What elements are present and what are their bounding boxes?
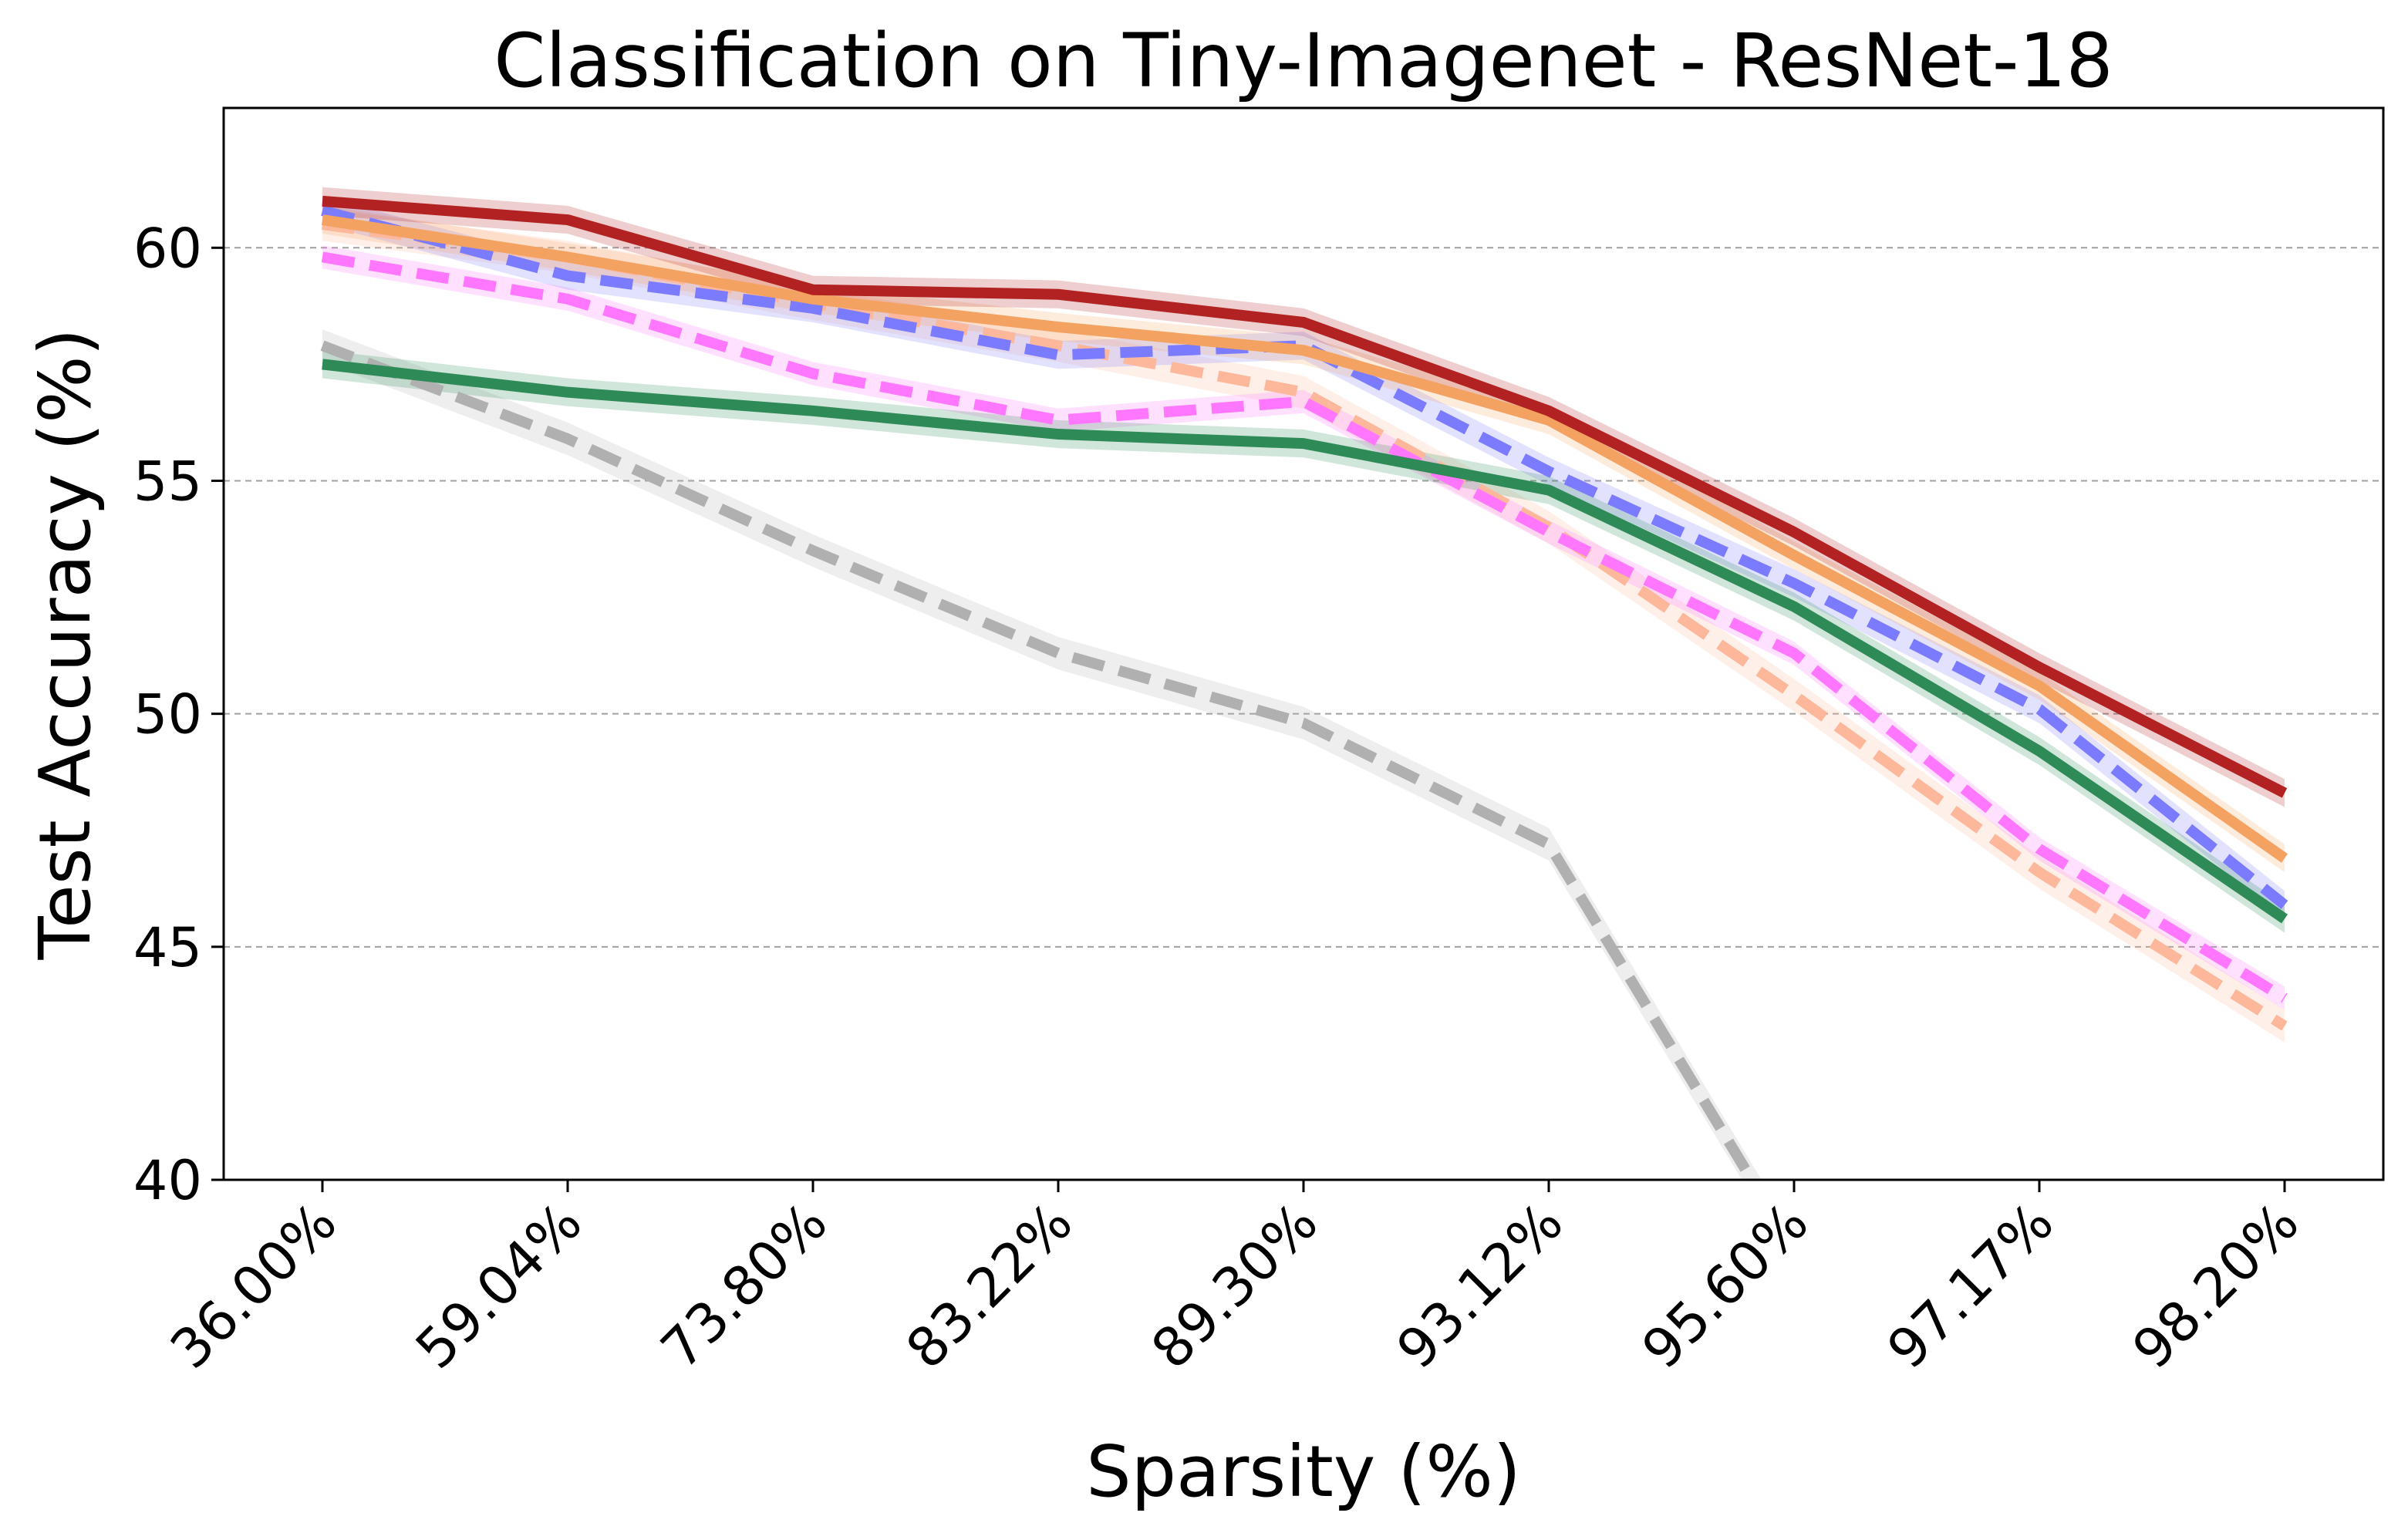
x-tick-label-6: 95.60%	[1630, 1191, 1820, 1381]
x-tick-label-3: 83.22%	[894, 1191, 1084, 1381]
confidence-bands	[322, 187, 2285, 1180]
x-tick-label-1: 59.04%	[403, 1191, 594, 1381]
series-6-line	[322, 195, 2288, 798]
x-tick-label-2: 73.80%	[649, 1191, 839, 1381]
y-tick-label-45: 45	[133, 916, 202, 979]
x-tick-label-7: 97.17%	[1875, 1191, 2066, 1381]
series-0-band	[322, 329, 1762, 1180]
x-tick-label-5: 93.12%	[1384, 1191, 1575, 1381]
series-lines	[320, 195, 2288, 1180]
y-axis-label: Test Accuracy (%)	[24, 328, 106, 961]
series-1-line	[322, 219, 2288, 1031]
series-2-band	[322, 245, 2285, 1010]
y-tick-label-40: 40	[133, 1149, 202, 1212]
y-tick-label-55: 55	[133, 450, 202, 513]
y-tick-label-50: 50	[133, 683, 202, 746]
chart-title: Classification on Tiny-Imagenet - ResNet…	[494, 18, 2113, 104]
y-axis-ticks: 40 45 50 55 60	[133, 217, 224, 1212]
x-axis-label: Sparsity (%)	[1086, 1430, 1520, 1513]
series-4-line	[322, 359, 2288, 924]
series-5-line	[321, 214, 2288, 863]
x-tick-label-4: 89.30%	[1139, 1191, 1330, 1381]
series-5-band	[322, 205, 2285, 873]
series-0-line	[320, 340, 1759, 1180]
series-3-line	[321, 205, 2288, 909]
y-tick-label-60: 60	[133, 217, 202, 280]
x-tick-label-0: 36.00%	[158, 1191, 349, 1381]
series-6-band	[322, 187, 2285, 807]
series-3-band	[322, 196, 2285, 919]
x-tick-label-8: 98.20%	[2120, 1191, 2311, 1381]
grid-lines	[224, 247, 2383, 948]
x-axis-ticks: 36.00% 59.04% 73.80% 83.22% 89.30% 93.12% 95.6…	[158, 1180, 2311, 1381]
